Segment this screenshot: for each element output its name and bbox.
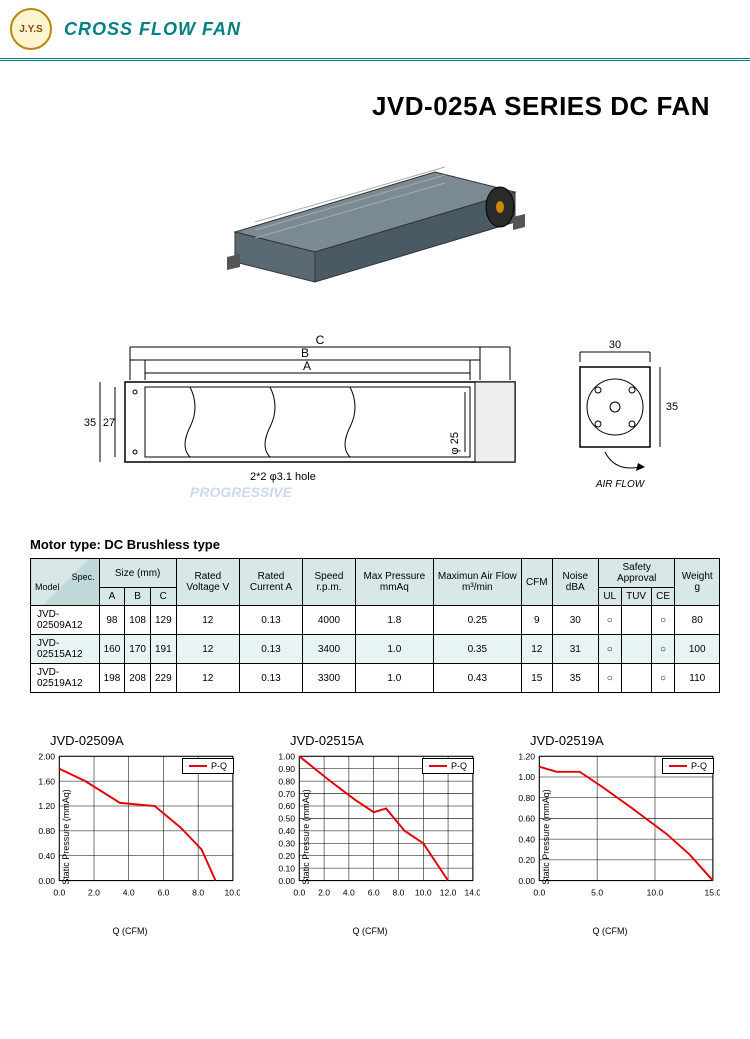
svg-text:1.20: 1.20 — [38, 801, 55, 811]
svg-text:0.80: 0.80 — [518, 793, 535, 803]
chart-xlabel: Q (CFM) — [593, 926, 628, 936]
svg-text:0.90: 0.90 — [278, 764, 295, 774]
table-row: JVD-02509A1298108129120.1340001.80.25930… — [31, 606, 720, 635]
svg-text:0.30: 0.30 — [278, 839, 295, 849]
chart-title: JVD-02519A — [500, 733, 730, 752]
svg-text:0.40: 0.40 — [518, 834, 535, 844]
brand-logo: J.Y.S — [10, 8, 52, 50]
svg-text:2.0: 2.0 — [88, 888, 100, 898]
svg-text:0.0: 0.0 — [293, 888, 305, 898]
col-speed: Speed r.p.m. — [303, 559, 356, 606]
col-weight: Weight g — [675, 559, 720, 606]
svg-text:2.00: 2.00 — [38, 752, 55, 762]
main-title: JVD-025A SERIES DC FAN — [0, 61, 750, 142]
svg-text:8.0: 8.0 — [192, 888, 204, 898]
spec-table: Spec.Model Size (mm) Rated Voltage V Rat… — [30, 558, 720, 693]
chart: JVD-02515A 0.0 2.0 4.0 6.0 8.0 10.0 12.0 14.0 0.… — [260, 733, 490, 922]
dim-side35: 35 — [666, 401, 678, 413]
svg-text:6.0: 6.0 — [368, 888, 380, 898]
chart-legend: P-Q — [182, 758, 234, 774]
svg-text:2.0: 2.0 — [318, 888, 330, 898]
svg-text:4.0: 4.0 — [343, 888, 355, 898]
dimension-diagram: C B A 35 27 φ 25 2*2 φ3.1 hole PROGRESSI… — [0, 322, 750, 527]
dim-35: 35 — [84, 417, 96, 429]
col-noise: Noise dBA — [552, 559, 598, 606]
dim-27: 27 — [103, 417, 115, 429]
chart-title: JVD-02515A — [260, 733, 490, 752]
charts-row: JVD-02509A 0.0 2.0 4.0 6.0 8.0 10.0 0.00 0.40 0.… — [0, 693, 750, 942]
svg-text:0.0: 0.0 — [53, 888, 65, 898]
dim-c: C — [316, 333, 325, 347]
svg-text:15.0: 15.0 — [705, 888, 720, 898]
header-title: CROSS FLOW FAN — [64, 19, 241, 40]
svg-text:1.20: 1.20 — [518, 752, 535, 762]
col-pressure: Max Pressure mmAq — [355, 559, 433, 606]
svg-text:12.0: 12.0 — [440, 888, 457, 898]
svg-text:0.00: 0.00 — [518, 876, 535, 886]
svg-text:0.40: 0.40 — [278, 826, 295, 836]
hole-note: 2*2 φ3.1 hole — [250, 471, 316, 483]
chart: JVD-02519A 0.0 5.0 10.0 15.0 0.00 0.20 0.40 0.6… — [500, 733, 730, 922]
spec-header: Spec.Model — [31, 559, 100, 606]
airflow-label: AIR FLOW — [595, 479, 646, 490]
svg-text:5.0: 5.0 — [591, 888, 603, 898]
svg-text:0.70: 0.70 — [278, 789, 295, 799]
chart-ylabel: Static Pressure (mmAq) — [541, 789, 551, 885]
svg-text:1.00: 1.00 — [278, 752, 295, 762]
svg-text:14.0: 14.0 — [465, 888, 480, 898]
svg-text:0.00: 0.00 — [38, 876, 55, 886]
svg-text:10.0: 10.0 — [415, 888, 432, 898]
svg-text:0.80: 0.80 — [38, 826, 55, 836]
svg-text:0.40: 0.40 — [38, 851, 55, 861]
chart-legend: P-Q — [422, 758, 474, 774]
col-airflow: Maximun Air Flow m³/min — [433, 559, 521, 606]
dim-a: A — [303, 359, 311, 373]
chart-xlabel: Q (CFM) — [353, 926, 388, 936]
chart: JVD-02509A 0.0 2.0 4.0 6.0 8.0 10.0 0.00 0.40 0.… — [20, 733, 250, 922]
col-safety: Safety Approval — [598, 559, 675, 588]
dim-b: B — [301, 346, 309, 360]
col-current: Rated Current A — [239, 559, 302, 606]
svg-text:1.60: 1.60 — [38, 776, 55, 786]
svg-text:6.0: 6.0 — [157, 888, 169, 898]
svg-text:0.50: 0.50 — [278, 814, 295, 824]
chart-ylabel: Static Pressure (mmAq) — [61, 789, 71, 885]
table-row: JVD-02519A12198208229120.1333001.00.4315… — [31, 664, 720, 693]
page-header: J.Y.S CROSS FLOW FAN — [0, 0, 750, 61]
svg-text:0.60: 0.60 — [518, 814, 535, 824]
svg-text:0.00: 0.00 — [278, 876, 295, 886]
svg-text:0.20: 0.20 — [518, 855, 535, 865]
svg-text:8.0: 8.0 — [393, 888, 405, 898]
svg-text:10.0: 10.0 — [225, 888, 240, 898]
svg-text:0.60: 0.60 — [278, 801, 295, 811]
col-cfm: CFM — [521, 559, 552, 606]
svg-text:0.0: 0.0 — [533, 888, 545, 898]
svg-text:0.10: 0.10 — [278, 863, 295, 873]
table-row: JVD-02515A12160170191120.1334001.00.3512… — [31, 635, 720, 664]
chart-ylabel: Static Pressure (mmAq) — [301, 789, 311, 885]
dim-30: 30 — [609, 339, 621, 351]
dim-phi25: φ 25 — [449, 432, 461, 454]
col-size: Size (mm) — [99, 559, 176, 588]
product-image — [0, 142, 750, 322]
chart-xlabel: Q (CFM) — [113, 926, 148, 936]
svg-text:4.0: 4.0 — [123, 888, 135, 898]
svg-text:1.00: 1.00 — [518, 772, 535, 782]
chart-legend: P-Q — [662, 758, 714, 774]
watermark: PROGRESSIVE — [190, 484, 293, 500]
svg-text:0.80: 0.80 — [278, 776, 295, 786]
chart-title: JVD-02509A — [20, 733, 250, 752]
col-voltage: Rated Voltage V — [176, 559, 239, 606]
svg-text:10.0: 10.0 — [647, 888, 664, 898]
motor-type-label: Motor type: DC Brushless type — [0, 527, 750, 558]
svg-text:0.20: 0.20 — [278, 851, 295, 861]
